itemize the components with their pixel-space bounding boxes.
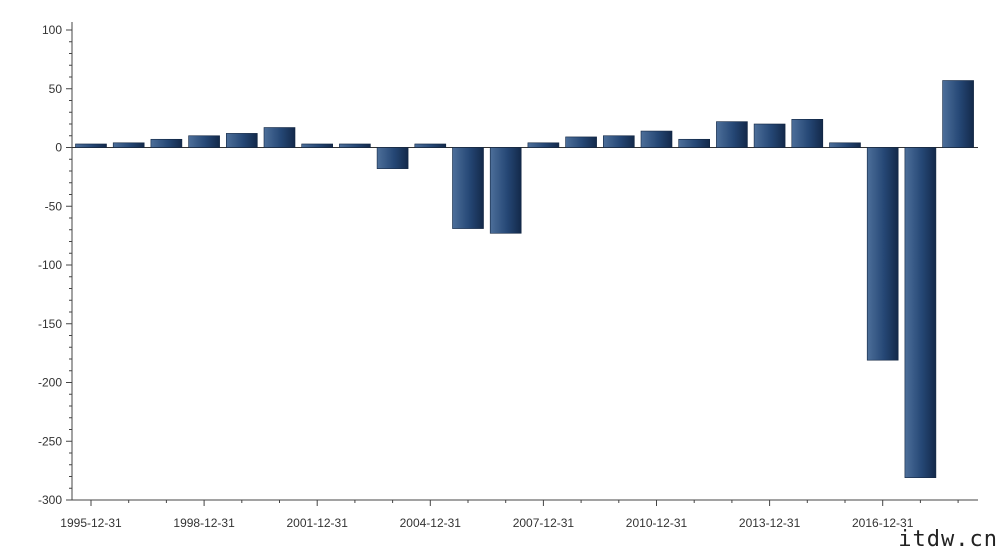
- bar: [452, 147, 484, 229]
- bar: [376, 147, 409, 169]
- bar: [904, 147, 937, 478]
- x-tick-label: 2010-12-31: [626, 516, 688, 530]
- y-tick-label: -300: [38, 493, 62, 507]
- x-tick-label: 1998-12-31: [173, 516, 235, 530]
- bar: [565, 136, 597, 148]
- y-tick-label: 0: [55, 141, 62, 155]
- y-axis: 100 50 0 -50 -100 -150 -200 -250 -300: [38, 22, 73, 507]
- y-tick-label: 100: [42, 23, 62, 37]
- bar: [791, 119, 824, 148]
- watermark-text: itdw.cn: [898, 527, 998, 552]
- y-tick-label: -250: [38, 434, 62, 448]
- x-axis: 1995-12-31 1998-12-31 2001-12-31 2004-12-31…: [60, 147, 978, 530]
- bar: [640, 130, 673, 148]
- y-tick-label: -200: [38, 376, 62, 390]
- bar: [602, 135, 635, 148]
- bar: [829, 142, 861, 148]
- bar: [942, 80, 974, 148]
- y-tick-label: -150: [38, 317, 62, 331]
- y-tick-label: 50: [49, 82, 63, 96]
- x-tick-label: 2004-12-31: [400, 516, 462, 530]
- x-tick-label: 2016-12-31: [852, 516, 914, 530]
- x-tick-label: 1995-12-31: [60, 516, 122, 530]
- bar: [188, 135, 220, 148]
- bar: [301, 143, 334, 148]
- bar: [339, 143, 371, 148]
- bar: [866, 147, 899, 361]
- bars-group: [75, 80, 974, 478]
- bar: [263, 127, 296, 148]
- bar: [112, 142, 145, 148]
- bar: [75, 143, 107, 148]
- bar: [150, 138, 183, 148]
- y-tick-label: -100: [38, 258, 62, 272]
- bar: [226, 133, 258, 148]
- bar: [489, 147, 522, 234]
- bar: [527, 142, 560, 148]
- bar: [678, 138, 711, 148]
- bar: [753, 123, 786, 148]
- y-tick-label: -50: [45, 199, 63, 213]
- bar: [716, 121, 748, 148]
- x-tick-label: 2001-12-31: [287, 516, 349, 530]
- x-tick-label: 2013-12-31: [739, 516, 801, 530]
- bar: [414, 143, 447, 148]
- x-tick-label: 2007-12-31: [513, 516, 575, 530]
